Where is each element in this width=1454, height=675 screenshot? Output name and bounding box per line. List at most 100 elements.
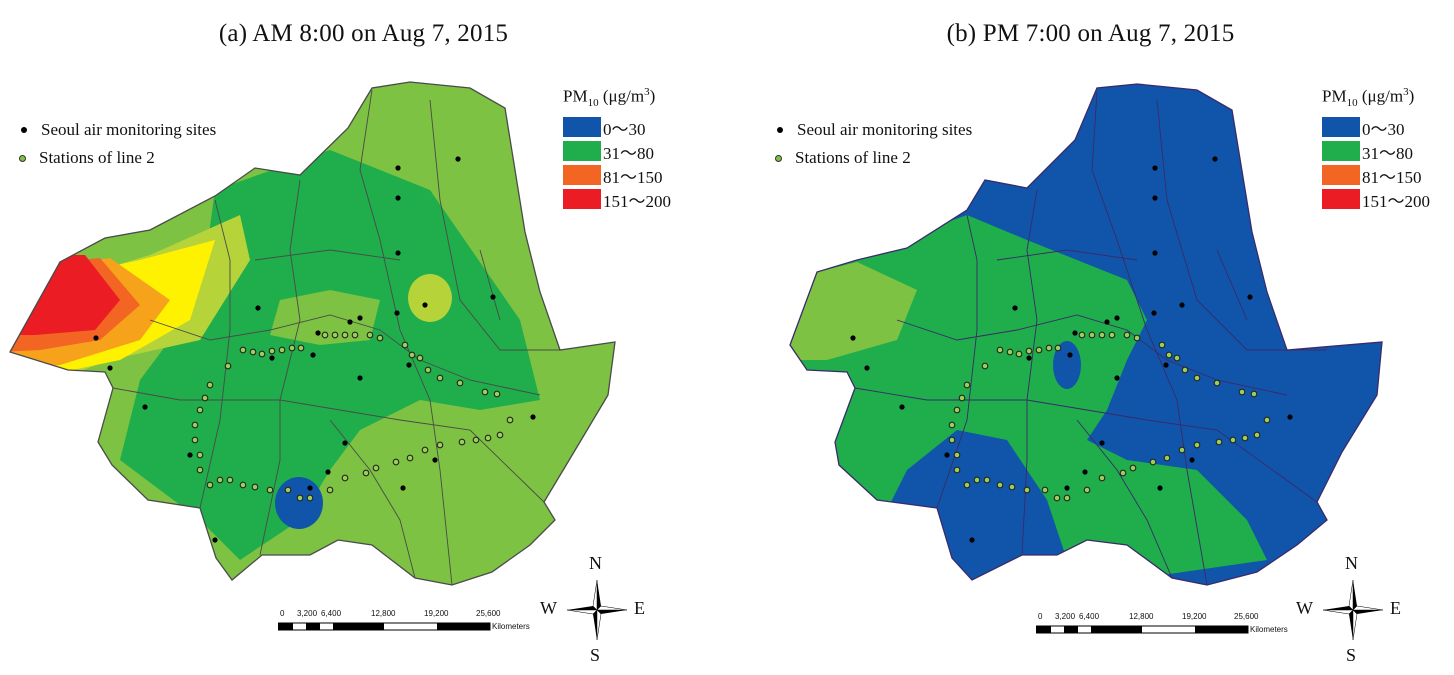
monitoring-site-marker xyxy=(357,315,363,321)
line2-station-marker xyxy=(1123,331,1131,339)
monitoring-site-marker xyxy=(969,537,975,543)
scale-tick: 12,800 xyxy=(1129,612,1154,621)
monitoring-site-marker xyxy=(422,302,428,308)
monitoring-site-marker xyxy=(142,404,148,410)
monitoring-site-marker xyxy=(1104,319,1110,325)
legend-class-151-200: 151～200 xyxy=(563,187,671,211)
line2-station-marker xyxy=(1253,431,1261,439)
monitoring-site-marker xyxy=(1163,362,1169,368)
line2-station-marker xyxy=(331,331,339,339)
compass-s: S xyxy=(590,645,601,665)
red-swatch xyxy=(563,189,601,210)
panel-b: (b) PM 7:00 on Aug 7, 2015 xyxy=(727,0,1454,675)
line2-station-marker xyxy=(1165,351,1173,359)
scale-tick: 0 xyxy=(280,609,285,618)
line2-station-marker xyxy=(1119,469,1127,477)
legend-class-31-80: 31～80 xyxy=(563,139,671,163)
line2-station-marker xyxy=(1108,331,1116,339)
monitoring-site-marker xyxy=(850,335,856,341)
line2-station-marker xyxy=(1025,347,1033,355)
legend-class-151-200: 151～200 xyxy=(1322,187,1430,211)
monitoring-site-marker xyxy=(347,319,353,325)
monitoring-site-marker xyxy=(490,294,496,300)
line2-station-marker xyxy=(1083,486,1091,494)
line2-station-marker xyxy=(239,481,247,489)
monitoring-site-marker xyxy=(93,335,99,341)
scale-tick: 0 xyxy=(1038,612,1043,621)
scale-tick: 19,200 xyxy=(1182,612,1207,621)
line2-station-marker xyxy=(456,379,464,387)
compass-e: E xyxy=(1390,598,1401,618)
monitoring-site-marker xyxy=(1012,305,1018,311)
seoul-pm10-map-a xyxy=(9,81,616,586)
line2-station-marker xyxy=(376,334,384,342)
monitoring-site-marker xyxy=(455,156,461,162)
monitoring-site-marker xyxy=(1247,294,1253,300)
line2-station-marker xyxy=(1250,390,1258,398)
line2-station-marker xyxy=(351,331,359,339)
line2-station-marker xyxy=(1041,486,1049,494)
line2-station-marker xyxy=(196,466,204,474)
line2-station-marker xyxy=(948,436,956,444)
monitoring-site-marker xyxy=(530,414,536,420)
monitoring-site-marker xyxy=(315,330,321,336)
blue-patch xyxy=(1053,341,1081,389)
line2-station-marker xyxy=(278,346,286,354)
orange-swatch xyxy=(563,165,601,186)
line2-station-marker xyxy=(1098,331,1106,339)
compass-rose-icon xyxy=(566,579,628,641)
line2-station-marker xyxy=(983,476,991,484)
monitoring-site-marker xyxy=(212,537,218,543)
compass-w: W xyxy=(1296,598,1313,618)
scale-tick: 3,200 xyxy=(1055,612,1076,621)
monitoring-site-marker xyxy=(1064,485,1070,491)
line2-station-marker xyxy=(216,476,224,484)
line2-station-marker xyxy=(1008,483,1016,491)
line2-station-marker xyxy=(1263,416,1271,424)
line2-station-marker xyxy=(1133,334,1141,342)
pm10-legend-title: PM10 (μg/m3) xyxy=(563,86,656,110)
line2-station-marker xyxy=(996,481,1004,489)
monitoring-site-marker xyxy=(1212,156,1218,162)
monitoring-site-marker xyxy=(395,165,401,171)
scale-tick: 25,600 xyxy=(1234,612,1259,621)
blue-patch xyxy=(275,477,323,529)
yellow-green-patch xyxy=(408,274,452,322)
line2-station-marker xyxy=(1129,464,1137,472)
line2-station-marker xyxy=(1158,341,1166,349)
monitoring-site-marker xyxy=(342,440,348,446)
legend-class-0-30: 0～30 xyxy=(563,115,671,139)
compass-n: N xyxy=(589,553,602,573)
line2-station-marker xyxy=(249,348,257,356)
line2-station-marker xyxy=(472,436,480,444)
scale-tick: 19,200 xyxy=(424,609,449,618)
compass-e: E xyxy=(634,598,645,618)
line2-station-marker xyxy=(416,354,424,362)
scale-unit: Kilometers xyxy=(1250,625,1288,634)
scale-tick: 6,400 xyxy=(321,609,342,618)
line2-station-marker xyxy=(239,346,247,354)
monitoring-site-marker xyxy=(357,375,363,381)
line2-station-marker xyxy=(1053,494,1061,502)
line2-station-marker xyxy=(1149,458,1157,466)
line2-station-marker xyxy=(1173,354,1181,362)
green-ring-icon xyxy=(19,154,26,162)
orange-swatch xyxy=(1322,165,1360,186)
line2-station-marker xyxy=(1238,388,1246,396)
legend-class-0-30: 0～30 xyxy=(1322,115,1430,139)
line2-station-marker xyxy=(406,454,414,462)
line2-station-marker xyxy=(1163,454,1171,462)
compass-w: W xyxy=(540,598,557,618)
monitoring-site-marker xyxy=(1157,485,1163,491)
green-ring-icon xyxy=(775,154,782,162)
line2-station-marker xyxy=(424,366,432,374)
monitoring-site-marker xyxy=(1114,375,1120,381)
line2-station-marker xyxy=(392,458,400,466)
line2-station-marker xyxy=(1088,331,1096,339)
line2-station-marker xyxy=(1035,346,1043,354)
line2-station-marker xyxy=(196,406,204,414)
district-boundaries-a xyxy=(9,81,616,586)
monitoring-site-marker xyxy=(307,485,313,491)
line2-station-marker xyxy=(341,474,349,482)
line2-station-marker xyxy=(341,331,349,339)
